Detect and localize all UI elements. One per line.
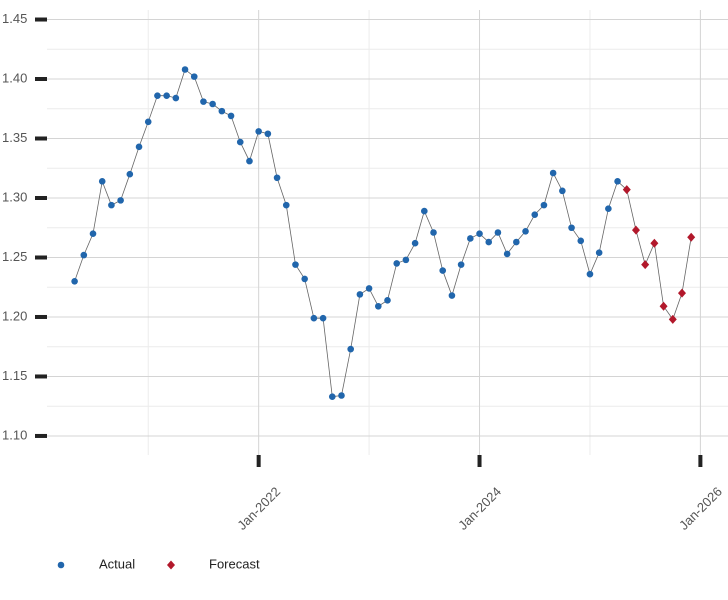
data-point — [605, 205, 612, 213]
data-point — [476, 230, 483, 237]
data-point — [108, 201, 115, 209]
data-point — [650, 238, 659, 248]
data-point — [273, 174, 281, 182]
data-point — [71, 277, 78, 285]
data-point — [457, 261, 465, 268]
x-tick-label: Jan-2022 — [234, 484, 283, 533]
y-tick-label: 1.15 — [2, 368, 27, 383]
y-tick-label: 1.25 — [2, 249, 27, 264]
data-point — [402, 256, 410, 264]
y-tick-label: 1.45 — [2, 11, 27, 26]
data-point — [227, 112, 235, 120]
legend-marker — [57, 561, 65, 569]
data-point — [614, 178, 621, 185]
y-tick-label: 1.40 — [2, 70, 27, 85]
data-point — [513, 238, 520, 246]
data-point — [98, 178, 106, 185]
data-point — [154, 92, 161, 99]
data-point — [236, 138, 244, 146]
data-point — [209, 100, 216, 108]
legend-label: Actual — [99, 556, 135, 571]
data-point — [421, 207, 428, 215]
data-point — [522, 228, 529, 235]
data-point — [531, 211, 539, 218]
data-point — [172, 94, 180, 102]
data-point — [631, 225, 640, 235]
data-point — [411, 239, 419, 247]
data-point — [246, 157, 253, 165]
data-point — [292, 261, 299, 268]
legend-label: Forecast — [209, 556, 260, 571]
x-tick-label: Jan-2024 — [455, 484, 504, 533]
data-point — [126, 170, 134, 178]
data-point — [80, 251, 88, 259]
legend-marker — [167, 560, 175, 570]
data-point — [549, 169, 557, 177]
data-point — [374, 302, 382, 310]
data-point — [622, 185, 631, 195]
data-point — [559, 187, 566, 195]
data-point — [494, 229, 502, 236]
data-point — [310, 314, 318, 322]
data-point — [301, 275, 308, 283]
data-point — [503, 250, 511, 258]
data-point — [218, 107, 226, 115]
data-point — [319, 314, 327, 322]
data-point — [264, 130, 272, 138]
data-point — [338, 392, 345, 399]
data-point — [668, 314, 677, 324]
data-point — [659, 301, 668, 311]
data-point — [328, 393, 336, 400]
data-point — [347, 345, 354, 353]
data-point — [485, 238, 493, 246]
y-tick-label: 1.20 — [2, 308, 27, 323]
data-point — [356, 291, 364, 298]
data-point — [393, 260, 401, 267]
data-point — [641, 260, 650, 270]
data-point — [255, 128, 262, 135]
data-point — [135, 143, 143, 151]
data-point — [595, 249, 603, 257]
data-point — [577, 237, 585, 245]
data-point — [117, 197, 124, 204]
data-point — [181, 66, 189, 73]
data-point — [677, 288, 686, 298]
data-point — [384, 297, 391, 304]
data-point — [439, 267, 447, 274]
data-point — [144, 118, 152, 126]
data-point — [282, 201, 290, 209]
data-point — [163, 92, 170, 99]
data-point — [568, 224, 575, 232]
data-point — [430, 229, 437, 236]
data-point — [448, 292, 456, 299]
data-point — [586, 270, 594, 278]
data-point — [200, 98, 207, 105]
data-point — [365, 285, 373, 292]
x-tick-label: Jan-2026 — [676, 484, 725, 533]
y-tick-label: 1.10 — [2, 427, 27, 442]
data-point — [687, 232, 696, 242]
series-line — [74, 68, 618, 398]
data-point — [89, 230, 97, 237]
y-tick-label: 1.30 — [2, 189, 27, 204]
y-tick-label: 1.35 — [2, 130, 27, 145]
data-point — [467, 235, 474, 242]
series-line — [626, 189, 692, 321]
data-point — [190, 73, 198, 80]
data-point — [540, 201, 548, 209]
